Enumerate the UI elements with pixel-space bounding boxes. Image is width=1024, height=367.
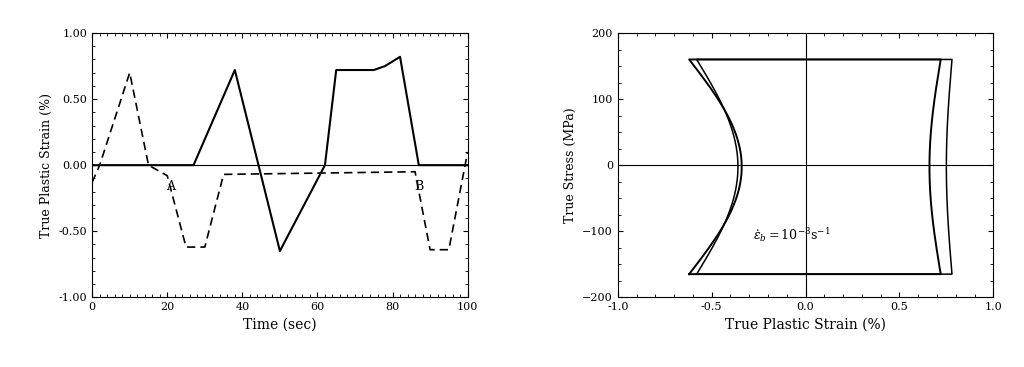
X-axis label: Time (sec): Time (sec)	[243, 318, 316, 332]
Text: $\dot{\varepsilon}_b = 10^{-3}{\rm s}^{-1}$: $\dot{\varepsilon}_b = 10^{-3}{\rm s}^{-…	[753, 225, 830, 244]
Y-axis label: True Plastic Strain (%): True Plastic Strain (%)	[40, 92, 53, 238]
Y-axis label: True Stress (MPa): True Stress (MPa)	[563, 107, 577, 223]
Text: B: B	[414, 180, 424, 193]
X-axis label: True Plastic Strain (%): True Plastic Strain (%)	[725, 318, 886, 332]
Text: A: A	[167, 180, 175, 193]
